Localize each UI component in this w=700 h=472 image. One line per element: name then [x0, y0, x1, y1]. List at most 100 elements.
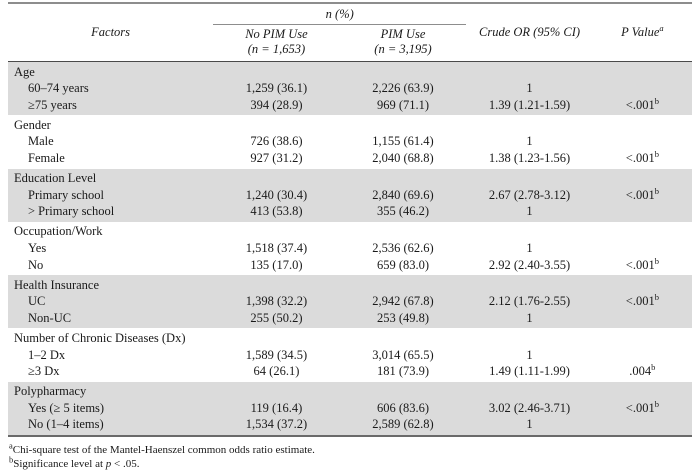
- p-value-cell: [593, 240, 692, 257]
- table-row: No (1–4 items) 1,534 (37.2) 2,589 (62.8)…: [8, 416, 692, 433]
- footnote-text: Significance level at: [13, 458, 106, 471]
- pim-value: 1,155 (61.4): [372, 134, 434, 149]
- p-value-text: <.001: [625, 400, 655, 415]
- table-row: Yes 1,518 (37.4) 2,536 (62.6) 1: [8, 240, 692, 257]
- p-value-cell: <.001b: [593, 150, 692, 167]
- table-row: No 135 (17.0) 659 (83.0) 2.92 (2.40-3.55…: [8, 256, 692, 274]
- no-pim-value: 394 (28.9): [250, 97, 303, 112]
- pim-value: 659 (83.0): [376, 257, 430, 272]
- table-row: Non-UC 255 (50.2) 253 (49.8) 1: [8, 310, 692, 327]
- p-value-text: <.001: [625, 97, 655, 112]
- table-row: Primary school 1,240 (30.4) 2,840 (69.6)…: [8, 185, 692, 204]
- column-header-n-pct: n (%): [213, 7, 467, 25]
- crude-or-value: 1.38 (1.23-1.56): [488, 150, 571, 165]
- no-pim-value: 1,240 (30.4): [245, 187, 308, 202]
- factor-group: Education Level Primary school 1,240 (30…: [8, 168, 692, 222]
- p-value-text: <.001: [625, 150, 655, 165]
- no-pim-value: 413 (53.8): [250, 204, 303, 219]
- crude-or-value: 1: [526, 240, 533, 255]
- pim-value: 2,589 (62.8): [372, 417, 434, 432]
- p-value-text: <.001: [625, 187, 655, 202]
- table-row: Female 927 (31.2) 2,040 (68.8) 1.38 (1.2…: [8, 150, 692, 167]
- pim-use-n: (n = 3,195): [374, 41, 432, 56]
- factor-group: Gender Male 726 (38.6) 1,155 (61.4) 1 Fe…: [8, 115, 692, 169]
- no-pim-value: 135 (17.0): [250, 257, 303, 272]
- crude-or-value: 2.67 (2.78-3.12): [488, 187, 571, 202]
- no-pim-value: 1,589 (34.5): [245, 347, 308, 362]
- p-value-superscript: a: [659, 22, 664, 33]
- factor-group-label: Number of Chronic Diseases (Dx): [14, 330, 186, 345]
- factor-label: Non-UC: [28, 310, 72, 325]
- p-value-cell: <.001b: [593, 185, 692, 204]
- no-pim-value: 119 (16.4): [250, 400, 303, 415]
- factor-label: Yes: [28, 240, 47, 255]
- crude-or-value: 3.02 (2.46-3.71): [488, 400, 571, 415]
- crude-or-value: 1.49 (1.11-1.99): [489, 364, 570, 379]
- p-value-cell: <.001b: [593, 256, 692, 274]
- factor-label: Male: [28, 134, 54, 149]
- p-value-sig-superscript: b: [654, 292, 659, 303]
- table-row: Male 726 (38.6) 1,155 (61.4) 1: [8, 133, 692, 150]
- crude-or-value: 2.92 (2.40-3.55): [488, 257, 571, 272]
- group-header-row: Health Insurance: [8, 277, 692, 294]
- group-header-row: Occupation/Work: [8, 223, 692, 240]
- group-header-row: Gender: [8, 117, 692, 134]
- factor-group: Age 60–74 years 1,259 (36.1) 2,226 (63.9…: [8, 62, 692, 116]
- p-value-text: .004: [629, 364, 652, 379]
- crude-or-value: 1: [526, 81, 533, 96]
- no-pim-value: 1,518 (37.4): [245, 240, 308, 255]
- factor-group-label: Health Insurance: [14, 277, 100, 292]
- column-header-p-value: P Valuea: [593, 22, 692, 40]
- column-header-no-pim-use: No PIM Use (n = 1,653): [213, 27, 340, 56]
- p-value-cell: <.001b: [593, 398, 692, 417]
- no-pim-value: 1,534 (37.2): [245, 417, 308, 432]
- table-row: 60–74 years 1,259 (36.1) 2,226 (63.9) 1: [8, 80, 692, 97]
- crude-or-value: 1: [526, 310, 533, 325]
- footnote-text: Chi-square test of the Mantel-Haenszel c…: [12, 443, 315, 456]
- p-value-sig-superscript: b: [654, 398, 659, 409]
- table-row: ≥3 Dx 64 (26.1) 181 (73.9) 1.49 (1.11-1.…: [8, 363, 692, 380]
- pim-value: 2,840 (69.6): [372, 187, 434, 202]
- footnote-italic-text: p: [105, 458, 112, 471]
- p-value-cell: [593, 203, 692, 220]
- pim-value: 253 (49.8): [376, 310, 430, 325]
- factor-label: UC: [28, 294, 46, 309]
- p-value-cell: [593, 310, 692, 327]
- pim-value: 2,226 (63.9): [372, 81, 434, 96]
- p-value-cell: [593, 416, 692, 433]
- factor-label: ≥75 years: [28, 97, 77, 112]
- group-header-row: Education Level: [8, 170, 692, 187]
- no-pim-value: 64 (26.1): [253, 364, 300, 379]
- pim-value: 181 (73.9): [376, 364, 430, 379]
- factor-group: Polypharmacy Yes (≥ 5 items) 119 (16.4) …: [8, 381, 692, 435]
- p-value-label: P Value: [621, 25, 660, 39]
- pim-value: 355 (46.2): [376, 204, 430, 219]
- pim-value: 3,014 (65.5): [372, 347, 434, 362]
- group-header-row: Age: [8, 64, 692, 81]
- table-row: Yes (≥ 5 items) 119 (16.4) 606 (83.6) 3.…: [8, 398, 692, 417]
- p-value-text: <.001: [625, 257, 655, 272]
- subheader-row: No PIM Use (n = 1,653) PIM Use (n = 3,19…: [213, 25, 466, 56]
- pim-value: 2,040 (68.8): [372, 150, 434, 165]
- factor-group: Number of Chronic Diseases (Dx) 1–2 Dx 1…: [8, 328, 692, 382]
- p-value-sig-superscript: b: [654, 95, 659, 106]
- pim-value: 606 (83.6): [376, 400, 430, 415]
- factor-label: 1–2 Dx: [28, 347, 66, 362]
- pim-use-label: PIM Use: [380, 27, 426, 41]
- factor-label: No (1–4 items): [28, 417, 104, 432]
- factor-group: Occupation/Work Yes 1,518 (37.4) 2,536 (…: [8, 221, 692, 276]
- crude-or-value: 1: [526, 134, 533, 149]
- crude-or-value: 1.39 (1.21-1.59): [488, 97, 571, 112]
- footnote-superscript: b: [9, 454, 14, 465]
- p-value-sig-superscript: b: [654, 185, 659, 196]
- crude-or-value: 1: [526, 204, 533, 219]
- table-row: > Primary school 413 (53.8) 355 (46.2) 1: [8, 203, 692, 220]
- column-group-n-pct: n (%) No PIM Use (n = 1,653) PIM Use (n …: [213, 4, 467, 56]
- no-pim-use-n: (n = 1,653): [247, 41, 306, 56]
- pim-value: 2,942 (67.8): [372, 294, 434, 309]
- factor-label: Female: [28, 150, 65, 165]
- table-row: UC 1,398 (32.2) 2,942 (67.8) 2.12 (1.76-…: [8, 293, 692, 310]
- crude-or-value: 1: [526, 417, 533, 432]
- table-bottom-rule: [8, 434, 692, 437]
